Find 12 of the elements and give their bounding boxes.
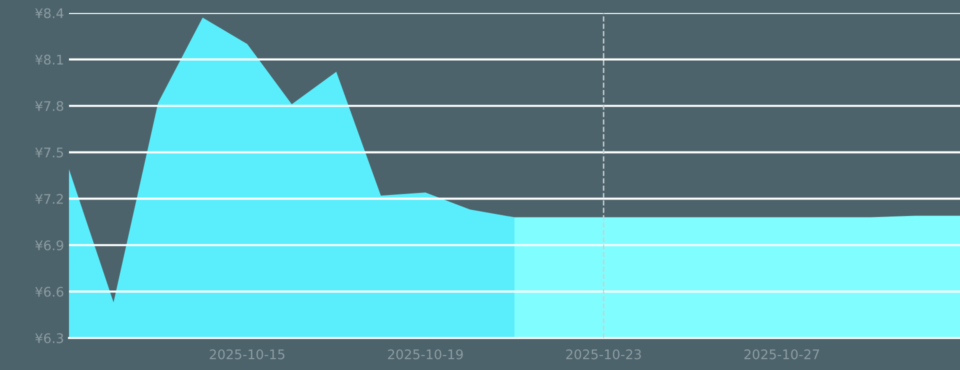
y-tick-label: ¥6.9	[35, 240, 64, 250]
x-tick-label: 2025-10-27	[744, 349, 820, 360]
y-tick-label: ¥7.8	[35, 101, 64, 112]
y-tick-label: ¥7.5	[35, 148, 63, 158]
y-tick-label: ¥7.2	[35, 194, 63, 204]
y-tick-label: ¥6.3	[35, 333, 64, 344]
x-tick-label: 2025-10-23	[566, 349, 641, 360]
y-tick-label: ¥8.1	[35, 54, 63, 65]
x-tick-label: 2025-10-15	[210, 349, 284, 360]
x-tick-label: 2025-10-19	[388, 349, 463, 360]
y-tick-label: ¥6.6	[35, 286, 64, 297]
y-tick-label: ¥8.4	[35, 8, 64, 18]
